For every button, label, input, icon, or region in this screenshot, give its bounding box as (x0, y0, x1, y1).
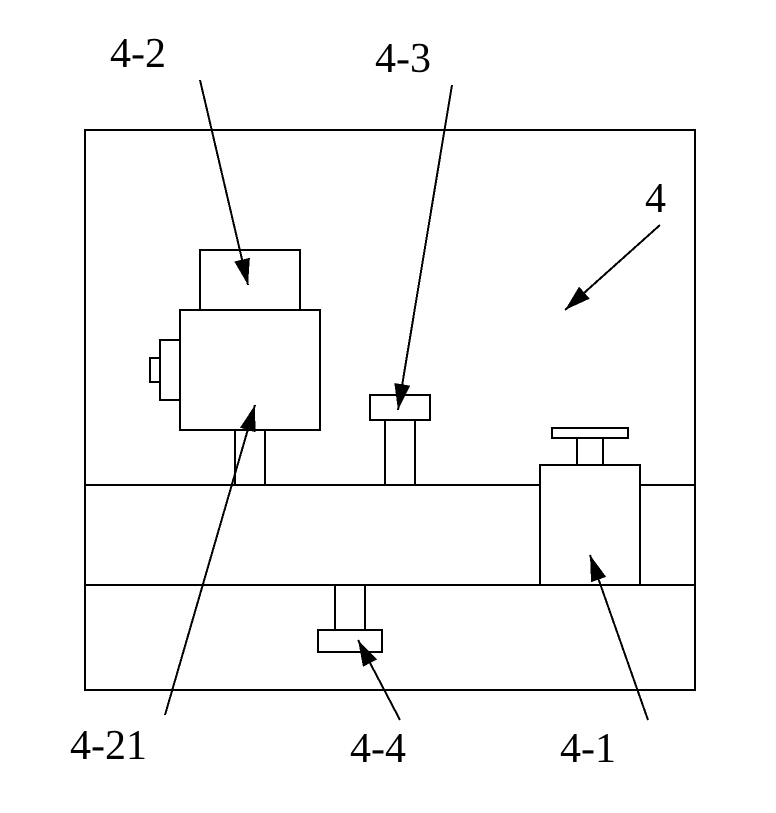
valve-4-2-top (200, 250, 300, 310)
diagram-svg (0, 0, 776, 813)
valve-4-1-handle (552, 428, 628, 438)
label-lbl-4-1: 4-1 (560, 725, 616, 773)
diagram-stage: { "canvas": { "width": 776, "height": 81… (0, 0, 776, 813)
label-lbl-4-4: 4-4 (350, 725, 406, 773)
valve-4-1-body (540, 465, 640, 585)
port-4-3-stem (385, 420, 415, 485)
port-4-4-stem (335, 585, 365, 630)
label-lbl-4-2: 4-2 (110, 30, 166, 78)
valve-4-2-knob-cap (150, 358, 160, 382)
valve-4-2-body (180, 310, 320, 430)
port-4-4-cap (318, 630, 382, 652)
label-lbl-4-3: 4-3 (375, 35, 431, 83)
label-lbl-4: 4 (645, 175, 666, 223)
valve-4-1-stem (577, 435, 603, 465)
valve-4-2-knob (160, 340, 180, 400)
label-lbl-4-21: 4-21 (70, 722, 147, 770)
